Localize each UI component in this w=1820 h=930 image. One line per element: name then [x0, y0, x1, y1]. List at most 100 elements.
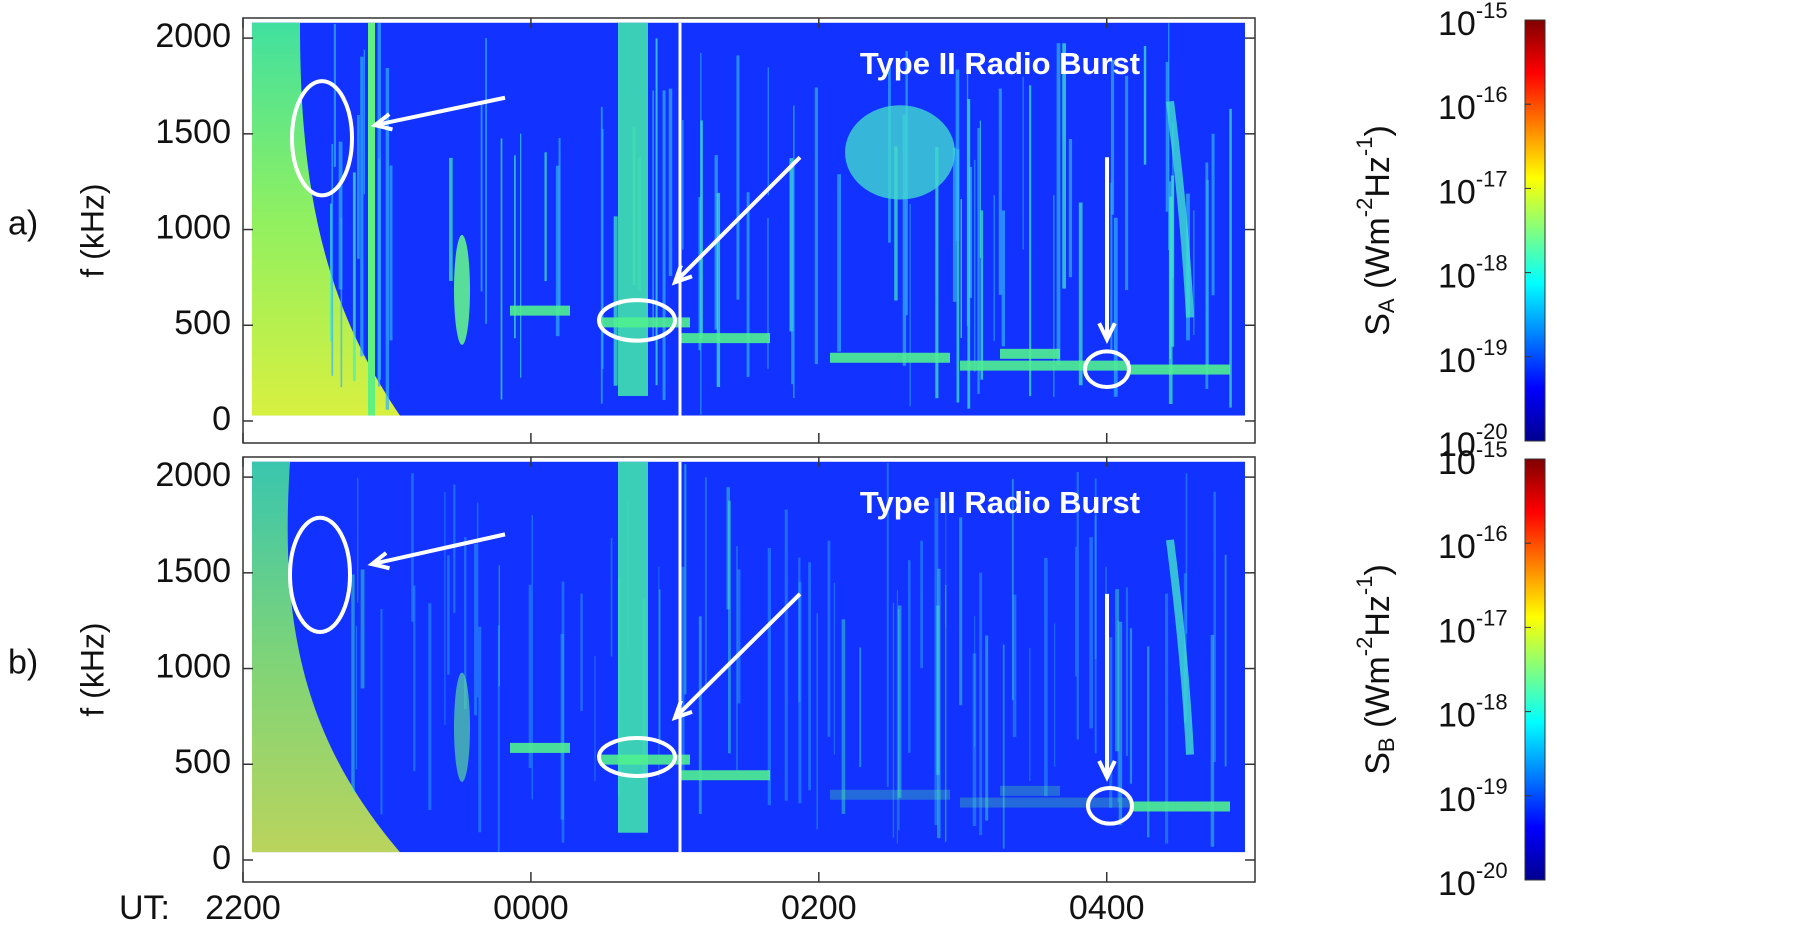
streak	[1147, 646, 1150, 838]
arrow-shaft	[374, 95, 506, 128]
streak	[1205, 162, 1209, 389]
streak	[841, 619, 846, 814]
streak	[960, 199, 963, 338]
streak	[655, 38, 658, 386]
y-tick-label: 1500	[155, 113, 231, 151]
tick-base: 10	[1438, 444, 1476, 482]
colorbar-label-part: )	[1359, 564, 1397, 575]
highlight-ellipse	[1083, 349, 1131, 390]
streak	[1062, 43, 1067, 289]
streak	[464, 537, 467, 709]
streak	[377, 23, 381, 380]
colorbar-tick-label: 10-16	[1438, 82, 1508, 127]
streak	[618, 22, 648, 396]
streak	[447, 555, 450, 675]
streak	[1125, 75, 1129, 291]
arrow-head	[671, 264, 693, 286]
streak	[682, 119, 684, 250]
streak	[1125, 587, 1129, 756]
streak	[1053, 195, 1055, 398]
streak	[500, 138, 503, 400]
y-tick-label: 2000	[155, 17, 231, 55]
streak	[497, 625, 500, 852]
colorbar-tick-label: 10-20	[1438, 419, 1508, 464]
blob	[454, 234, 470, 345]
y-tick-label: 500	[174, 743, 231, 781]
annotation: Type II Radio Burst	[860, 485, 1140, 520]
streak	[808, 562, 811, 791]
burst-segment	[1000, 785, 1060, 796]
colorbar-label: SB (Wm-2Hz-1)	[1352, 564, 1399, 775]
streak	[1117, 620, 1120, 803]
streak	[934, 498, 939, 826]
streak	[413, 585, 416, 772]
arrow-head	[367, 551, 390, 571]
streak	[737, 569, 741, 704]
arrow-shaft	[371, 532, 506, 567]
burst-segment	[1130, 801, 1230, 812]
colorbar-label: SA (Wm-2Hz-1)	[1352, 125, 1399, 336]
streak	[1129, 628, 1133, 784]
streak	[814, 87, 819, 365]
streak	[560, 633, 565, 820]
colorbar-label-part: Hz	[1359, 156, 1397, 198]
streak	[767, 217, 769, 369]
colorbar-tick-label: 10-15	[1438, 0, 1508, 43]
streak	[767, 548, 772, 806]
colorbar-label-part: Hz	[1359, 595, 1397, 637]
highlight-ellipse	[288, 515, 352, 634]
streak	[726, 487, 731, 610]
streak	[613, 216, 618, 386]
colorbar-label-part: (Wm	[1359, 656, 1397, 737]
streak	[1054, 623, 1056, 767]
streak	[1110, 60, 1115, 215]
streak	[1213, 491, 1216, 762]
y-tick-label: 1500	[155, 552, 231, 590]
streak	[993, 195, 995, 342]
tick-base: 10	[1438, 528, 1476, 566]
highlight-ellipse	[1086, 785, 1134, 826]
y-axis-label: f (kHz)	[74, 622, 110, 716]
tick-exponent: -17	[1476, 166, 1508, 191]
streak	[936, 605, 940, 775]
blob	[454, 672, 470, 782]
streak	[331, 143, 334, 376]
streak	[1166, 539, 1194, 755]
streak	[977, 128, 980, 394]
colorbar-tick-label: 10-20	[1438, 858, 1508, 903]
colorbar	[1524, 19, 1546, 442]
streak	[1044, 557, 1048, 797]
streak	[1185, 473, 1188, 634]
tick-base: 10	[1438, 173, 1476, 211]
streak	[662, 90, 666, 400]
streak	[561, 581, 565, 843]
tick-exponent: -20	[1476, 419, 1508, 444]
axes-frame	[242, 456, 1256, 883]
streak	[480, 102, 483, 292]
streak	[1224, 554, 1227, 767]
colorbar-label-part: -2	[1352, 637, 1377, 657]
streak	[798, 581, 802, 804]
streak	[1210, 634, 1215, 847]
streak	[363, 49, 365, 195]
streak	[357, 115, 360, 259]
streak	[1166, 100, 1194, 318]
y-tick-label: 0	[212, 839, 231, 877]
colorbar-label-part: -1	[1352, 137, 1377, 157]
streak	[1056, 43, 1061, 365]
streak	[478, 626, 482, 833]
colorbar-label-part: )	[1359, 125, 1397, 136]
streak	[601, 129, 604, 369]
streak	[1094, 478, 1097, 754]
streak	[1068, 138, 1073, 278]
streak	[1113, 217, 1118, 397]
highlight-ellipse	[597, 298, 677, 343]
streak	[967, 98, 971, 409]
streak	[920, 540, 924, 669]
streak	[704, 477, 707, 690]
x-tick-label: 2200	[205, 889, 281, 927]
spectrogram	[252, 22, 1245, 442]
tick-exponent: -19	[1476, 774, 1508, 799]
streak	[944, 585, 947, 842]
tick-base: 10	[1438, 865, 1476, 903]
